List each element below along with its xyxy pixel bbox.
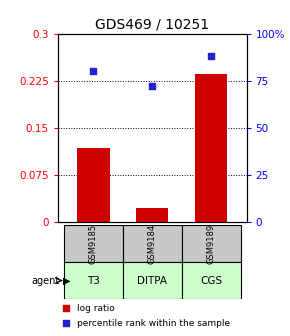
- Bar: [123, 262, 182, 299]
- Point: [209, 53, 213, 59]
- Bar: [64, 225, 123, 262]
- Point: [150, 84, 155, 89]
- Bar: [195, 74, 227, 222]
- Text: ▶: ▶: [63, 276, 70, 286]
- Text: percentile rank within the sample: percentile rank within the sample: [77, 319, 230, 328]
- Text: GSM9184: GSM9184: [148, 223, 157, 264]
- Bar: [182, 225, 241, 262]
- Text: CGS: CGS: [200, 276, 222, 286]
- Title: GDS469 / 10251: GDS469 / 10251: [95, 17, 209, 31]
- Point: [63, 321, 68, 326]
- Bar: [182, 262, 241, 299]
- Text: GSM9189: GSM9189: [207, 223, 216, 264]
- Bar: [123, 225, 182, 262]
- Bar: [136, 208, 168, 222]
- Bar: [64, 262, 123, 299]
- Text: log ratio: log ratio: [77, 304, 115, 313]
- Bar: [77, 148, 110, 222]
- Text: T3: T3: [87, 276, 100, 286]
- Text: GSM9185: GSM9185: [89, 223, 98, 264]
- Point: [91, 69, 96, 74]
- Point: [63, 306, 68, 311]
- Text: DITPA: DITPA: [137, 276, 167, 286]
- Text: agent: agent: [31, 276, 59, 286]
